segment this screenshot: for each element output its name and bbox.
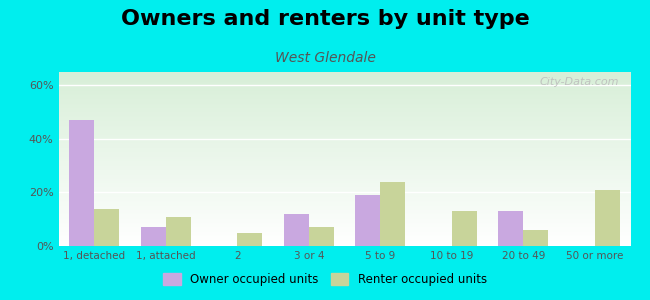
Bar <box>380 182 406 246</box>
Bar <box>284 214 309 246</box>
Bar <box>452 211 476 246</box>
Bar <box>69 120 94 246</box>
Bar <box>499 211 523 246</box>
Bar <box>595 190 620 246</box>
Bar <box>237 232 262 246</box>
Bar <box>355 195 380 246</box>
Bar <box>523 230 548 246</box>
Bar <box>94 208 120 246</box>
Bar <box>140 227 166 246</box>
Text: City-Data.com: City-Data.com <box>540 77 619 87</box>
Bar <box>309 227 334 246</box>
Legend: Owner occupied units, Renter occupied units: Owner occupied units, Renter occupied un… <box>159 268 491 291</box>
Text: Owners and renters by unit type: Owners and renters by unit type <box>121 9 529 29</box>
Bar <box>166 217 191 246</box>
Text: West Glendale: West Glendale <box>274 51 376 65</box>
